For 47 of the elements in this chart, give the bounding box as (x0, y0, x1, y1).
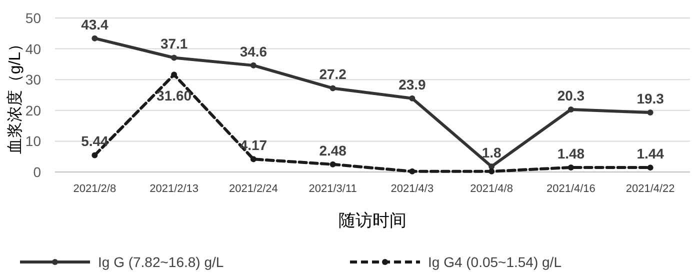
x-tick-label: 2021/2/8 (73, 183, 116, 195)
y-tick-label: 20 (25, 102, 42, 118)
x-tick-label: 2021/4/8 (470, 183, 513, 195)
x-tick-label: 2021/2/24 (228, 183, 278, 195)
data-label: 1.8 (482, 144, 502, 160)
x-tick-label: 2021/4/3 (390, 183, 434, 195)
data-label: 1.44 (636, 146, 664, 162)
data-label: 20.3 (557, 87, 585, 104)
y-tick-label: 40 (25, 40, 42, 57)
data-label: 27.2 (319, 66, 347, 82)
x-tick-label: 2021/3/11 (308, 183, 357, 195)
data-label: 19.3 (636, 90, 664, 107)
point (488, 163, 495, 170)
data-label: 43.4 (81, 16, 109, 32)
x-tick-label: 2021/4/22 (626, 183, 675, 195)
point (409, 168, 416, 174)
y-axis-title: 血浆浓度（g/L） (6, 36, 24, 154)
y-tick-label: 50 (25, 10, 42, 26)
point (92, 152, 98, 158)
data-label: 31.60 (156, 88, 192, 104)
point (330, 161, 336, 168)
data-label: 2.48 (319, 142, 347, 158)
point (250, 62, 256, 68)
point (409, 95, 416, 102)
point (568, 164, 574, 170)
data-label: 34.6 (240, 43, 268, 60)
data-label: 1.48 (557, 145, 585, 162)
point (330, 85, 336, 92)
point (568, 106, 574, 112)
point (488, 168, 495, 174)
y-tick-label: 30 (25, 72, 42, 88)
point (250, 156, 256, 162)
point (647, 164, 654, 171)
legend-label: Ig G4 (0.05~1.54) g/L (428, 254, 562, 270)
point (171, 54, 178, 61)
point (171, 72, 178, 78)
y-tick-label: 10 (25, 133, 42, 150)
point (647, 110, 654, 116)
x-tick-label: 2021/2/13 (150, 183, 199, 195)
legend-label: Ig G (7.82~16.8) g/L (98, 254, 224, 270)
data-label: 37.1 (160, 36, 188, 52)
data-label: 5.44 (81, 133, 109, 150)
x-tick-label: 2021/4/16 (546, 183, 596, 195)
point (92, 35, 98, 42)
y-tick-label: 0 (33, 164, 42, 180)
data-label: 23.9 (398, 76, 426, 92)
x-axis-title: 随访时间 (338, 211, 406, 230)
